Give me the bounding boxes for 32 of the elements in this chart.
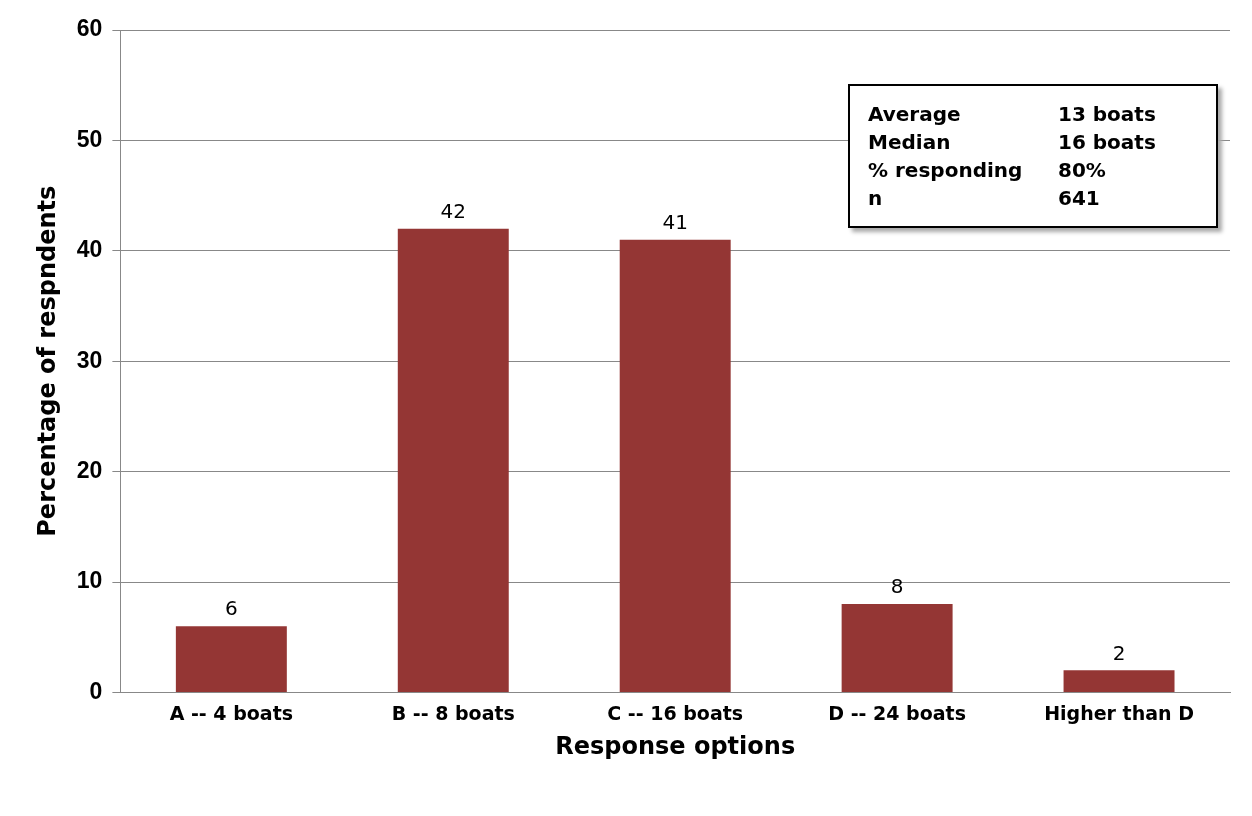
data-label: 41: [662, 209, 688, 234]
annotation: 16 boats: [1058, 130, 1157, 154]
data-label: 8: [890, 574, 904, 599]
annotation: Average: [868, 102, 962, 126]
data-label: 2: [1112, 640, 1126, 665]
x-tick-label: Higher than D: [1044, 701, 1194, 724]
annotation: 80%: [1058, 158, 1107, 182]
y-tick-label: 30: [76, 346, 103, 373]
x-tick-label: B -- 8 boats: [391, 701, 515, 724]
data-label: 42: [440, 198, 466, 223]
annotation: 13 boats: [1058, 102, 1157, 126]
bar: [841, 604, 953, 692]
y-tick-label: 50: [76, 125, 103, 152]
y-tick-label: 0: [89, 677, 103, 704]
bar: [619, 239, 731, 692]
y-axis-title: Percentage of respndents: [32, 185, 61, 537]
bar: [175, 626, 287, 692]
annotation: % responding: [868, 158, 1024, 182]
bar: [397, 228, 509, 692]
y-tick-label: 10: [76, 567, 103, 594]
annotation: Median: [868, 130, 952, 154]
y-tick-label: 60: [76, 15, 103, 42]
data-label: 6: [224, 596, 238, 621]
x-tick-label: D -- 24 boats: [828, 701, 966, 724]
y-tick-label: 20: [76, 456, 103, 483]
x-axis-title: Response options: [555, 731, 796, 760]
annotation: n: [868, 186, 884, 210]
x-tick-label: A -- 4 boats: [169, 701, 294, 724]
bar: [1063, 670, 1175, 692]
annotation: 641: [1058, 186, 1101, 210]
x-tick-label: C -- 16 boats: [607, 701, 744, 724]
y-tick-label: 40: [76, 236, 103, 263]
